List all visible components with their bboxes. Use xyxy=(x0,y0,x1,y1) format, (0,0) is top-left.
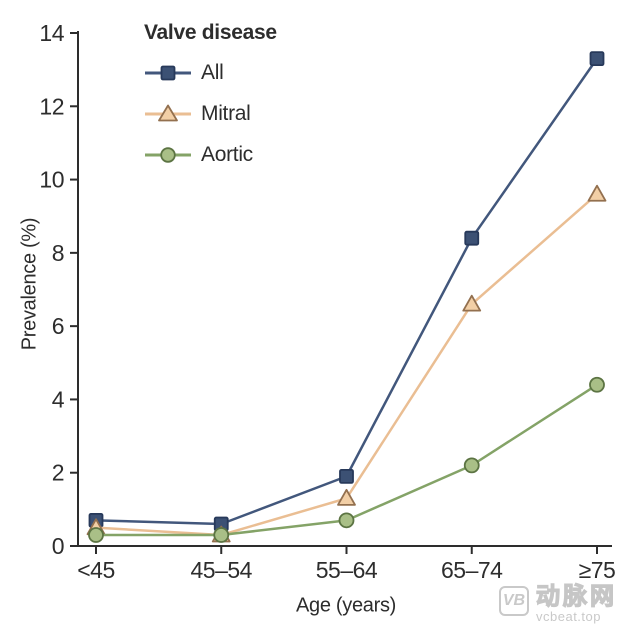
series-mitral-line xyxy=(94,192,599,537)
watermark: VB 动脉网 vcbeat.top xyxy=(499,583,617,624)
y-tick-label: 12 xyxy=(39,93,64,119)
series-mitral-marker xyxy=(337,488,356,506)
series-all-marker xyxy=(464,230,480,246)
y-tick-label: 0 xyxy=(52,533,64,559)
legend-label-aortic: Aortic xyxy=(201,142,253,166)
watermark-brand-text: 动脉网 xyxy=(535,583,617,610)
legend-title: Valve disease xyxy=(144,21,277,44)
legend-sample-aortic-circle-icon xyxy=(145,146,191,163)
y-axis-title: Prevalence (%) xyxy=(18,217,41,351)
legend-label-all: All xyxy=(201,60,224,84)
series-all-marker xyxy=(589,51,605,67)
legend-item-aortic: Aortic xyxy=(144,134,277,175)
y-tick-label: 14 xyxy=(39,20,64,46)
legend: Valve disease All Mitral Aortic xyxy=(144,22,277,175)
watermark-site-text: vcbeat.top xyxy=(536,609,601,624)
x-tick-label: 55–64 xyxy=(316,557,378,583)
series-aortic-marker xyxy=(213,527,230,543)
legend-sample-all-square-icon xyxy=(145,65,191,80)
x-axis-title: Age (years) xyxy=(295,594,397,617)
series-aortic-marker xyxy=(338,512,355,529)
series-mitral-marker xyxy=(587,184,607,202)
series-mitral-marker xyxy=(462,294,482,312)
series-aortic-marker xyxy=(463,457,480,474)
series-all-marker xyxy=(339,468,354,484)
y-tick-label: 8 xyxy=(52,240,64,266)
x-tick-label: ≥75 xyxy=(579,557,616,583)
legend-sample-mitral-triangle-icon xyxy=(145,104,191,121)
watermark-text-block: 动脉网 vcbeat.top xyxy=(535,583,617,624)
y-tick-label: 4 xyxy=(52,386,65,412)
y-tick-label: 2 xyxy=(52,460,64,486)
y-tick-label: 6 xyxy=(52,313,64,339)
legend-item-mitral: Mitral xyxy=(144,93,277,134)
series-aortic-marker xyxy=(589,376,605,393)
vcbeat-logo-icon: VB xyxy=(499,586,529,616)
vcbeat-logo-text: VB xyxy=(502,592,526,609)
x-tick-label: 45–54 xyxy=(191,557,253,583)
x-tick-label: 65–74 xyxy=(441,557,503,583)
series-aortic-marker xyxy=(88,527,104,543)
legend-item-all: All xyxy=(144,52,277,93)
legend-label-mitral: Mitral xyxy=(201,101,251,125)
x-tick-label: <45 xyxy=(77,557,115,583)
y-tick-label: 10 xyxy=(39,167,64,193)
